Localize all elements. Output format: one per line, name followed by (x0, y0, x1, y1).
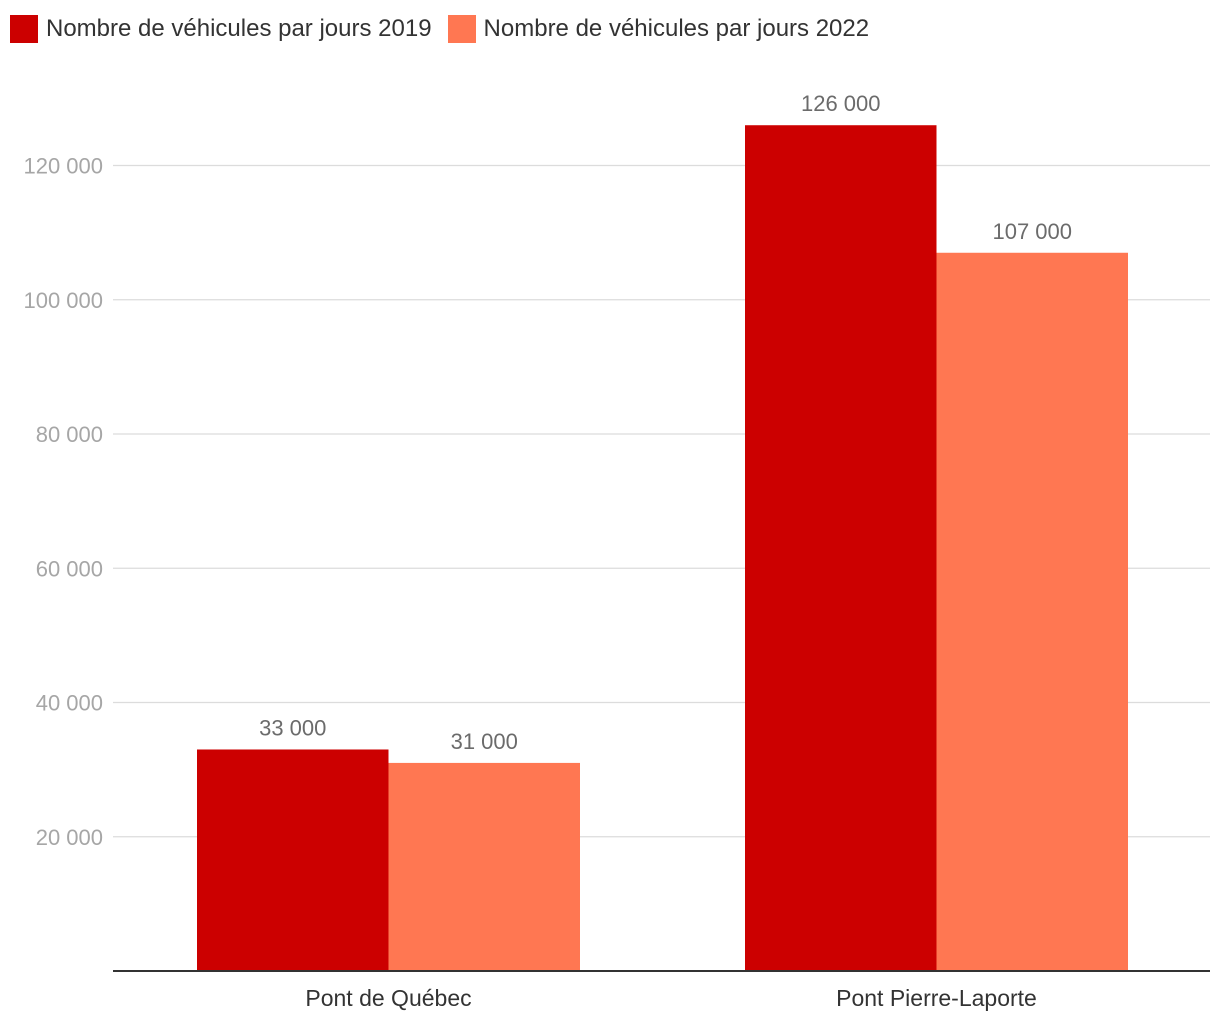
y-tick-label: 100 000 (23, 288, 103, 313)
y-tick-label: 80 000 (36, 422, 103, 447)
bar-value-label: 33 000 (259, 715, 326, 740)
bar-value-label: 31 000 (451, 729, 518, 754)
y-axis-ticks: 20 000 40 000 60 000 80 000 100 000 120 000 (23, 154, 103, 850)
bar-2019-0 (197, 749, 389, 971)
x-axis: Pont de Québec Pont Pierre-Laporte (113, 970, 1210, 1011)
bar-value-label: 126 000 (801, 91, 881, 116)
y-tick-label: 20 000 (36, 825, 103, 850)
legend-item-2022: Nombre de véhicules par jours 2022 (447, 15, 870, 43)
bar-2022-1 (936, 252, 1128, 971)
legend-label-2022: Nombre de véhicules par jours 2022 (483, 15, 870, 42)
legend-item-2019: Nombre de véhicules par jours 2019 (10, 15, 432, 43)
bar-2019-1 (745, 125, 937, 972)
bar-value-label: 107 000 (992, 219, 1072, 244)
value-labels: 33 000 126 000 31 000 107 000 (259, 91, 1072, 754)
legend-swatch-2022 (447, 15, 476, 43)
legend-swatch-2019 (10, 15, 38, 43)
bars (197, 125, 1128, 972)
y-tick-label: 40 000 (36, 691, 103, 716)
y-tick-label: 120 000 (23, 154, 103, 179)
bar-2022-0 (388, 762, 580, 971)
x-category-label: Pont Pierre-Laporte (836, 985, 1037, 1011)
x-category-label: Pont de Québec (305, 985, 471, 1011)
y-tick-label: 60 000 (36, 556, 103, 581)
legend-label-2019: Nombre de véhicules par jours 2019 (46, 15, 432, 42)
chart-legend: Nombre de véhicules par jours 2019 Nombr… (10, 12, 869, 46)
